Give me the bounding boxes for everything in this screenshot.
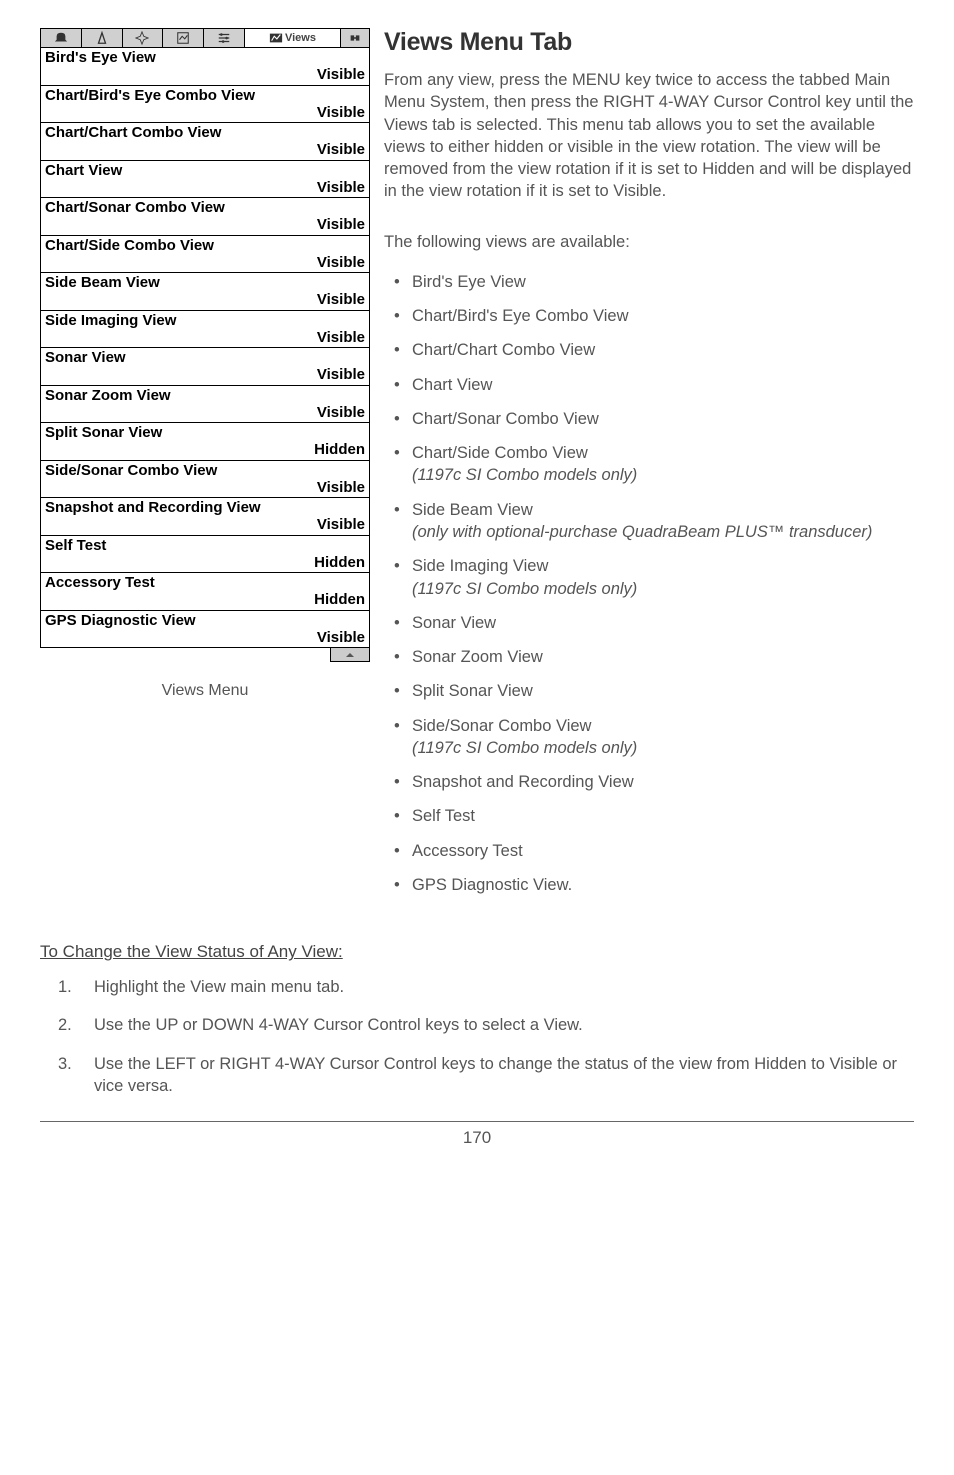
bullet-item: GPS Diagnostic View. bbox=[412, 874, 914, 896]
menu-item-value: Hidden bbox=[45, 554, 365, 571]
bullet-item: Chart/Chart Combo View bbox=[412, 339, 914, 361]
bullet-item: Self Test bbox=[412, 805, 914, 827]
bullet-item: Chart/Side Combo View(1197c SI Combo mod… bbox=[412, 442, 914, 487]
step-item: 1.Highlight the View main menu tab. bbox=[70, 976, 914, 998]
menu-item-value: Visible bbox=[45, 254, 365, 271]
bullet-note: (1197c SI Combo models only) bbox=[412, 464, 914, 486]
menu-item-label: Chart/Bird's Eye Combo View bbox=[45, 87, 365, 104]
menu-item: Side Beam ViewVisible bbox=[41, 273, 369, 311]
menu-item-label: Self Test bbox=[45, 537, 365, 554]
menu-item-label: Side Beam View bbox=[45, 274, 365, 291]
bullet-note: (1197c SI Combo models only) bbox=[412, 737, 914, 759]
menu-item-value: Hidden bbox=[45, 591, 365, 608]
menu-item: Chart/Chart Combo ViewVisible bbox=[41, 123, 369, 161]
menu-item: Chart ViewVisible bbox=[41, 161, 369, 199]
menu-item: GPS Diagnostic ViewVisible bbox=[41, 611, 369, 648]
menu-item: Split Sonar ViewHidden bbox=[41, 423, 369, 461]
tab-chart-icon bbox=[163, 29, 204, 47]
sub-paragraph: The following views are available: bbox=[384, 231, 914, 253]
menu-item-label: GPS Diagnostic View bbox=[45, 612, 365, 629]
menu-item-value: Visible bbox=[45, 479, 365, 496]
menu-item-label: Side/Sonar Combo View bbox=[45, 462, 365, 479]
menu-item: Side/Sonar Combo ViewVisible bbox=[41, 461, 369, 499]
page-heading: Views Menu Tab bbox=[384, 28, 914, 57]
menu-item-value: Hidden bbox=[45, 441, 365, 458]
step-item: 2.Use the UP or DOWN 4-WAY Cursor Contro… bbox=[70, 1014, 914, 1036]
bullet-item: Chart/Sonar Combo View bbox=[412, 408, 914, 430]
menu-item-label: Split Sonar View bbox=[45, 424, 365, 441]
tab-views-active: Views bbox=[245, 29, 341, 47]
views-menu-screenshot: Views Bird's Eye ViewVisibleChart/Bird's… bbox=[40, 28, 370, 700]
menu-item-label: Chart View bbox=[45, 162, 365, 179]
menu-item-value: Visible bbox=[45, 404, 365, 421]
menu-item-label: Sonar Zoom View bbox=[45, 387, 365, 404]
tab-setup-icon bbox=[204, 29, 245, 47]
tab-sonar-icon bbox=[82, 29, 123, 47]
bullet-item: Side Imaging View(1197c SI Combo models … bbox=[412, 555, 914, 600]
menu-item-value: Visible bbox=[45, 216, 365, 233]
tab-accessory-icon bbox=[341, 29, 369, 47]
step-number: 2. bbox=[58, 1014, 72, 1036]
tab-nav-icon bbox=[123, 29, 164, 47]
menu-item-value: Visible bbox=[45, 366, 365, 383]
menu-item: Sonar ViewVisible bbox=[41, 348, 369, 386]
menu-item-label: Bird's Eye View bbox=[45, 49, 365, 66]
menu-item-label: Accessory Test bbox=[45, 574, 365, 591]
menu-item-value: Visible bbox=[45, 291, 365, 308]
bullet-item: Snapshot and Recording View bbox=[412, 771, 914, 793]
change-status-title: To Change the View Status of Any View: bbox=[40, 942, 914, 962]
bullet-item: Chart/Bird's Eye Combo View bbox=[412, 305, 914, 327]
menu-item: Sonar Zoom ViewVisible bbox=[41, 386, 369, 424]
bullet-note: (1197c SI Combo models only) bbox=[412, 578, 914, 600]
menu-item: Self TestHidden bbox=[41, 536, 369, 574]
menu-item: Side Imaging ViewVisible bbox=[41, 311, 369, 349]
menu-item-label: Chart/Side Combo View bbox=[45, 237, 365, 254]
bullet-item: Sonar View bbox=[412, 612, 914, 634]
bullet-list: Bird's Eye View Chart/Bird's Eye Combo Vi… bbox=[384, 271, 914, 896]
menu-item-label: Sonar View bbox=[45, 349, 365, 366]
menu-item-value: Visible bbox=[45, 66, 365, 83]
menu-caption: Views Menu bbox=[40, 682, 370, 700]
menu-item: Chart/Sonar Combo ViewVisible bbox=[41, 198, 369, 236]
menu-item-value: Visible bbox=[45, 329, 365, 346]
menu-item-value: Visible bbox=[45, 516, 365, 533]
bullet-item: Split Sonar View bbox=[412, 680, 914, 702]
menu-item: Snapshot and Recording ViewVisible bbox=[41, 498, 369, 536]
menu-item-value: Visible bbox=[45, 141, 365, 158]
menu-item-label: Chart/Chart Combo View bbox=[45, 124, 365, 141]
page-number: 170 bbox=[40, 1128, 914, 1148]
menu-item-label: Side Imaging View bbox=[45, 312, 365, 329]
step-item: 3.Use the LEFT or RIGHT 4-WAY Cursor Con… bbox=[70, 1053, 914, 1098]
menu-item-value: Visible bbox=[45, 179, 365, 196]
bullet-item: Sonar Zoom View bbox=[412, 646, 914, 668]
menu-item: Chart/Side Combo ViewVisible bbox=[41, 236, 369, 274]
footer-divider bbox=[40, 1121, 914, 1122]
menu-item-label: Chart/Sonar Combo View bbox=[45, 199, 365, 216]
bullet-item: Side/Sonar Combo View(1197c SI Combo mod… bbox=[412, 715, 914, 760]
tab-alarm-icon bbox=[41, 29, 82, 47]
menu-item-value: Visible bbox=[45, 104, 365, 121]
bullet-note: (only with optional-purchase QuadraBeam … bbox=[412, 521, 914, 543]
bullet-item: Accessory Test bbox=[412, 840, 914, 862]
steps-list: 1.Highlight the View main menu tab. 2.Use… bbox=[40, 976, 914, 1097]
menu-list: Bird's Eye ViewVisibleChart/Bird's Eye C… bbox=[40, 48, 370, 648]
scroll-up-icon bbox=[330, 648, 370, 662]
bullet-item: Bird's Eye View bbox=[412, 271, 914, 293]
bullet-item: Chart View bbox=[412, 374, 914, 396]
step-number: 3. bbox=[58, 1053, 72, 1075]
bullet-item: Side Beam View(only with optional-purcha… bbox=[412, 499, 914, 544]
tab-bar: Views bbox=[40, 28, 370, 48]
intro-paragraph: From any view, press the MENU key twice … bbox=[384, 69, 914, 203]
menu-item-value: Visible bbox=[45, 629, 365, 646]
menu-item: Bird's Eye ViewVisible bbox=[41, 48, 369, 86]
menu-item: Accessory TestHidden bbox=[41, 573, 369, 611]
menu-item-label: Snapshot and Recording View bbox=[45, 499, 365, 516]
menu-item: Chart/Bird's Eye Combo ViewVisible bbox=[41, 86, 369, 124]
tab-views-label: Views bbox=[285, 32, 316, 44]
step-number: 1. bbox=[58, 976, 72, 998]
